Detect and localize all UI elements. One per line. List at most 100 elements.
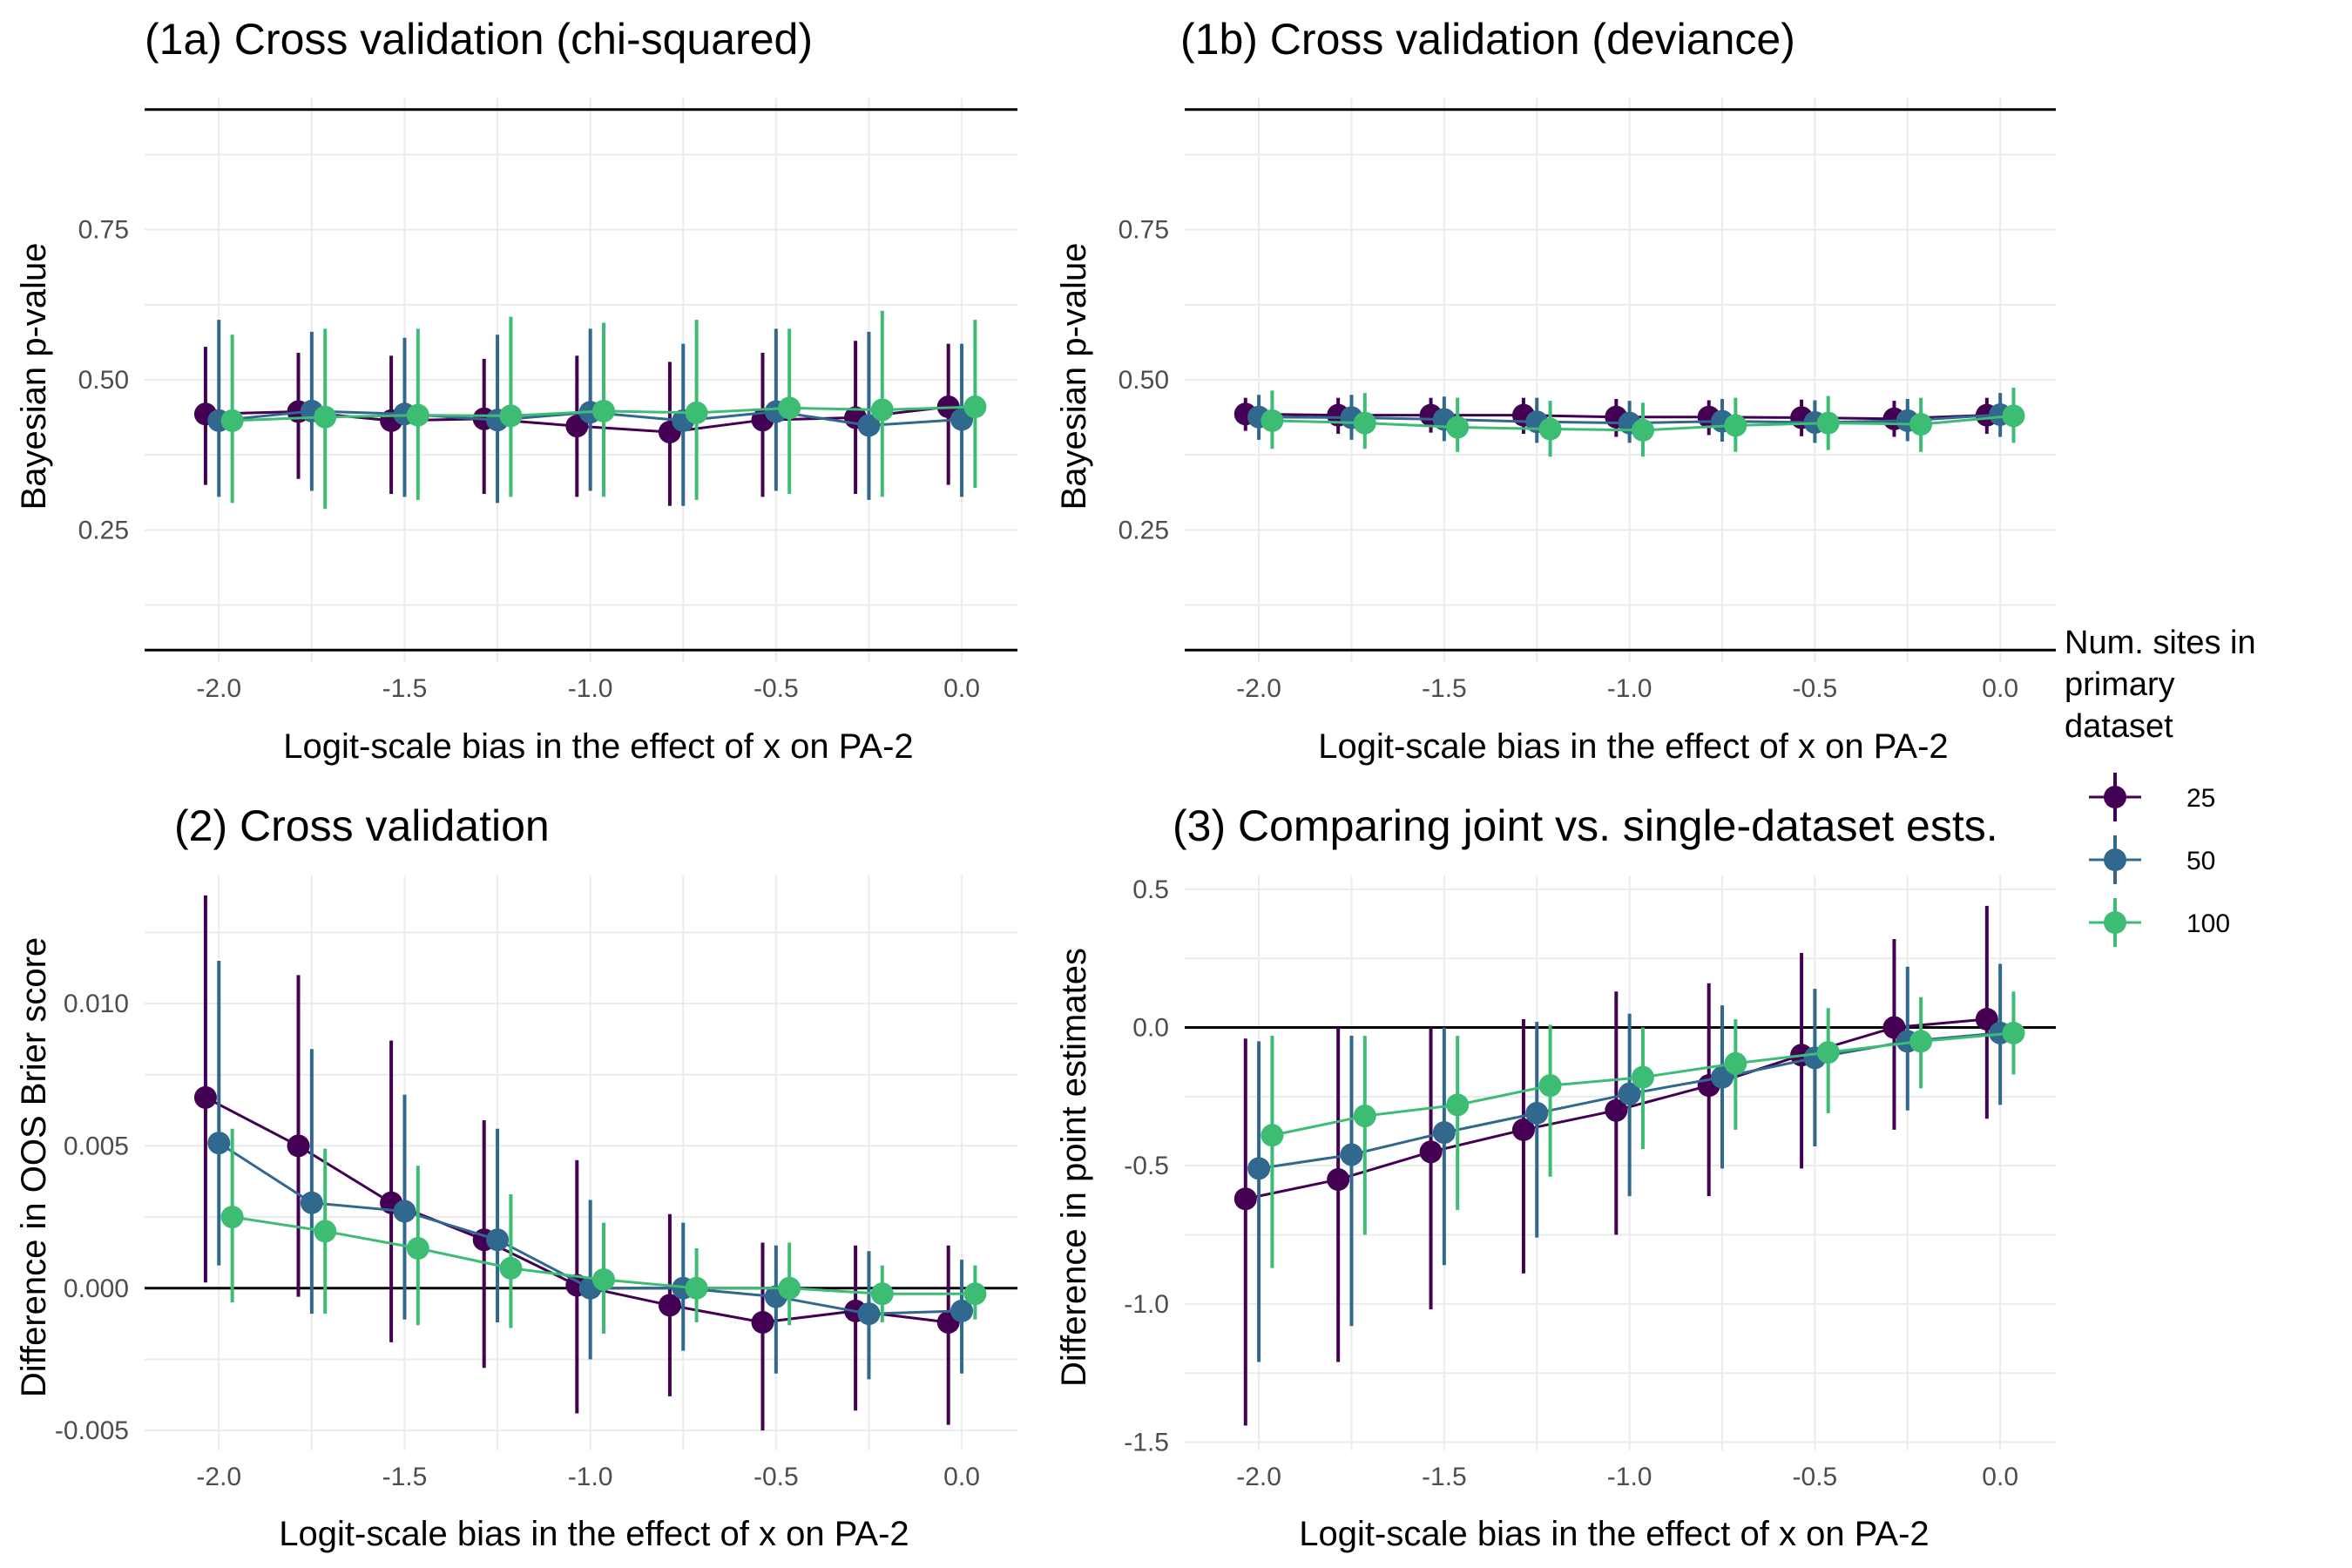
reference-lines [1185, 108, 2056, 652]
data-point [406, 403, 429, 427]
data-point [658, 1294, 681, 1317]
data-point [1618, 1082, 1641, 1105]
data-point [1724, 414, 1747, 437]
data-point [1327, 1168, 1350, 1192]
y-tick-label: 0.75 [78, 216, 129, 245]
data-point [220, 1206, 244, 1229]
y-tick-label: -1.5 [1124, 1428, 1169, 1456]
data-point [963, 395, 987, 419]
panel-title: (1a) Cross validation (chi-squared) [145, 15, 813, 64]
data-point [685, 401, 708, 424]
x-axis-title: Logit-scale bias in the effect of x on P… [283, 727, 913, 766]
data-point [300, 1191, 323, 1214]
panel-title: (2) Cross validation [174, 801, 550, 850]
legend-item: 100 [2089, 898, 2230, 947]
y-tick-label: -0.5 [1124, 1152, 1169, 1180]
x-tick-label: -2.0 [196, 674, 241, 703]
x-tick-label: -0.5 [1793, 674, 1838, 703]
legend-title-line-1: Num. sites in [2065, 625, 2256, 661]
y-tick-label: 0.5 [1132, 875, 1169, 904]
data-point [220, 409, 244, 432]
panel-2: (2) Cross validation -2.0 -1.5 -1.0 -0.5 0.0… [15, 801, 1017, 1553]
series-100 [220, 310, 987, 510]
legend-key-point [2104, 848, 2126, 871]
legend-label: 100 [2186, 909, 2230, 938]
data-point [1260, 1124, 1284, 1147]
data-point [1511, 1118, 1535, 1141]
data-point [870, 1282, 894, 1306]
data-point [778, 396, 801, 420]
data-point [393, 1200, 416, 1223]
y-tick-label: -1.0 [1124, 1290, 1169, 1319]
panel-3: (3) Comparing joint vs. single-dataset e… [1055, 801, 2056, 1553]
tick-labels: -2.0 -1.5 -1.0 -0.5 0.0 -1.5 -1.0 -0.5 0.0 0.5 [1124, 875, 2018, 1491]
data-point [193, 1085, 217, 1109]
data-point [406, 1237, 429, 1260]
x-tick-label: 0.0 [943, 1463, 980, 1491]
series-100 [1260, 991, 2025, 1268]
x-tick-label: 0.0 [943, 674, 980, 703]
data-point [1724, 1051, 1747, 1075]
series-100 [220, 1128, 987, 1335]
data-point [1353, 411, 1376, 435]
data-point [1233, 1187, 1257, 1211]
x-tick-label: -1.5 [1422, 674, 1467, 703]
data-point [499, 404, 523, 428]
gridlines [1185, 98, 2056, 662]
legend-title-line-2: primary [2065, 666, 2175, 703]
data-series [193, 895, 987, 1431]
reference-lines [145, 108, 1017, 652]
data-point [950, 1299, 974, 1322]
data-point [592, 1267, 616, 1291]
legend-title-line-3: dataset [2065, 708, 2173, 745]
data-point [685, 1276, 708, 1300]
x-tick-label: -2.0 [196, 1463, 241, 1491]
legend-label: 50 [2186, 847, 2215, 875]
x-axis-title: Logit-scale bias in the effect of x on P… [279, 1515, 909, 1553]
y-tick-label: 0.50 [1119, 366, 1169, 395]
data-point [499, 1256, 523, 1280]
data-point [1538, 1074, 1562, 1098]
data-point [778, 1276, 801, 1300]
data-point [1631, 418, 1654, 442]
panel-title: (1b) Cross validation (deviance) [1180, 15, 1795, 64]
x-axis-title: Logit-scale bias in the effect of x on P… [1318, 727, 1948, 766]
data-point [857, 414, 881, 437]
legend: Num. sites in primary dataset 25 50 100 [2065, 625, 2256, 947]
data-point [1816, 1041, 1840, 1064]
data-point [207, 1132, 231, 1155]
x-tick-label: -0.5 [754, 1463, 799, 1491]
data-point [2002, 1021, 2025, 1044]
y-axis-title: Bayesian p-value [1055, 243, 1093, 510]
data-point [1260, 409, 1284, 432]
series-100 [1260, 387, 2025, 457]
y-tick-label: 0.0 [1132, 1014, 1169, 1043]
data-point [592, 399, 616, 422]
data-point [1538, 417, 1562, 441]
data-point [1432, 1121, 1456, 1145]
data-point [1419, 1140, 1443, 1164]
data-series [1233, 905, 2025, 1426]
legend-label: 25 [2186, 784, 2215, 813]
panel-title: (3) Comparing joint vs. single-dataset e… [1173, 801, 1998, 850]
y-axis-title: Difference in point estimates [1055, 948, 1093, 1387]
data-point [314, 1220, 337, 1243]
data-point [1816, 411, 1840, 435]
y-tick-label: 0.25 [1119, 516, 1169, 544]
data-series [1233, 387, 2025, 457]
x-tick-label: -1.0 [1607, 674, 1652, 703]
y-tick-label: 0.010 [64, 990, 129, 1018]
tick-labels: -2.0 -1.5 -1.0 -0.5 0.0 0.25 0.50 0.75 [1119, 216, 2018, 703]
data-point [870, 398, 894, 422]
x-tick-label: -1.5 [382, 674, 428, 703]
data-point [751, 1310, 774, 1334]
x-axis-title: Logit-scale bias in the effect of x on P… [1299, 1515, 1929, 1553]
x-tick-label: -1.5 [382, 1463, 428, 1491]
legend-key-point [2104, 911, 2126, 934]
data-point [1446, 416, 1470, 439]
data-point [1909, 1030, 1933, 1053]
y-tick-label: 0.000 [64, 1274, 129, 1303]
data-point [1353, 1105, 1376, 1128]
data-point [1605, 1098, 1628, 1122]
